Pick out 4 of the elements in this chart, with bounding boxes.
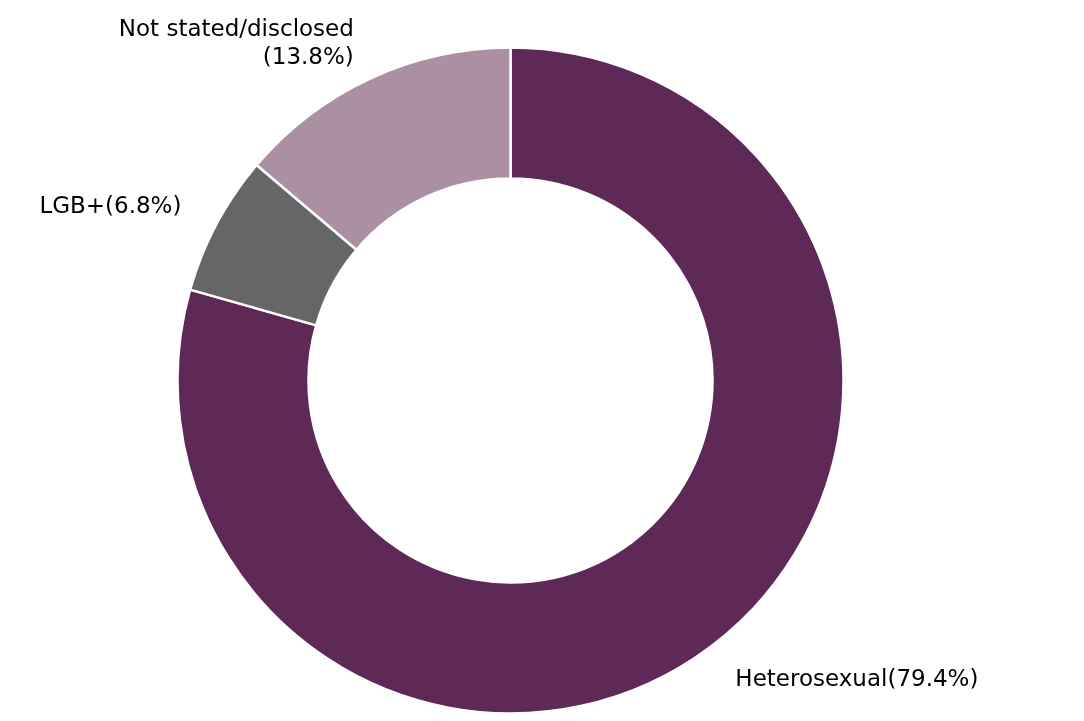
slice-label: LGB+(6.8%) <box>39 191 182 218</box>
slice-label: Not stated/disclosed <box>118 14 354 41</box>
slice-label: Heterosexual(79.4%) <box>735 665 979 692</box>
data-label: (13.8%) <box>262 43 354 70</box>
